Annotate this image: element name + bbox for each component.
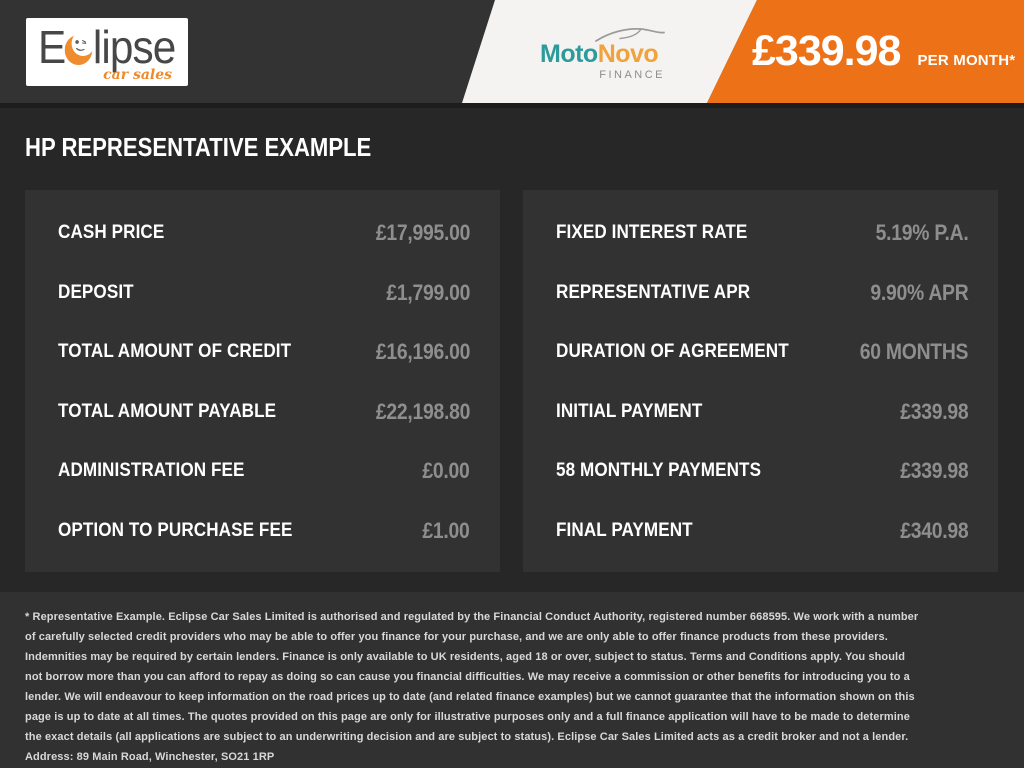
motonovo-moto-text: Moto [540,40,598,68]
row-value: 9.90% APR [869,279,968,305]
header-white-band: MotoNovo FINANCE [462,0,757,103]
motonovo-finance-text: FINANCE [599,69,665,81]
eclipse-word-end: lipse [92,21,176,73]
crescent-moon-face-icon [64,31,94,65]
finance-row-duration: DURATION OF AGREEMENT 60 MONTHS [556,335,968,369]
row-value: £22,198.80 [375,398,471,424]
finance-row-cash-price: CASH PRICE £17,995.00 [58,216,470,250]
row-label: TOTAL AMOUNT PAYABLE [58,400,277,422]
row-value: £1,799.00 [386,279,470,305]
header-divider [0,103,1024,108]
finance-row-final-payment: FINAL PAYMENT £340.98 [556,514,968,548]
footer-section: * Representative Example. Eclipse Car Sa… [0,592,1024,768]
finance-row-fixed-interest-rate: FIXED INTEREST RATE 5.19% P.A. [556,216,968,250]
legal-disclaimer-text: * Representative Example. Eclipse Car Sa… [25,611,919,763]
row-label: OPTION TO PURCHASE FEE [58,519,293,541]
row-label: ADMINISTRATION FEE [58,460,245,482]
finance-row-total-payable: TOTAL AMOUNT PAYABLE £22,198.80 [58,395,470,429]
eclipse-dealer-logo: E lipse car sales [26,18,188,86]
row-value: £17,995.00 [375,220,471,245]
row-label: TOTAL AMOUNT OF CREDIT [58,341,292,363]
motonovo-finance-logo: MotoNovo FINANCE [540,26,666,81]
price-amount: £339.98 [752,27,901,75]
finance-row-deposit: DEPOSIT £1,799.00 [58,276,470,310]
finance-panel-left: CASH PRICE £17,995.00 DEPOSIT £1,799.00 … [25,190,500,572]
finance-panel-right: FIXED INTEREST RATE 5.19% P.A. REPRESENT… [523,190,998,572]
row-value: 60 MONTHS [859,339,969,365]
row-label: FINAL PAYMENT [556,519,693,541]
eclipse-tagline: car sales [103,67,172,83]
row-value: 5.19% P.A. [875,220,968,245]
eclipse-word-start: E [38,21,66,73]
page-title: HP REPRESENTATIVE EXAMPLE [25,132,372,162]
price-period: PER MONTH* [917,52,1016,69]
row-label: FIXED INTEREST RATE [556,222,748,243]
motonovo-wordmark: MotoNovo [540,42,666,67]
header-bar: MotoNovo FINANCE £339.98 PER MONTH* E li… [0,0,1024,103]
row-value: £339.98 [899,458,968,484]
motonovo-novo-text: Novo [597,40,659,68]
monthly-price: £339.98 PER MONTH* [752,0,1015,103]
row-label: DEPOSIT [58,281,134,303]
row-value: £1.00 [422,517,470,543]
row-value: £339.98 [899,398,968,424]
row-value: £0.00 [422,458,470,484]
row-label: 58 MONTHLY PAYMENTS [556,460,762,482]
row-value: £340.98 [899,517,968,543]
finance-row-option-to-purchase-fee: OPTION TO PURCHASE FEE £1.00 [58,514,470,548]
row-label: CASH PRICE [58,222,165,243]
finance-row-total-credit: TOTAL AMOUNT OF CREDIT £16,196.00 [58,335,470,369]
finance-row-representative-apr: REPRESENTATIVE APR 9.90% APR [556,276,968,310]
car-swoosh-icon [595,28,665,42]
eclipse-wordmark: E lipse [38,20,176,74]
row-label: REPRESENTATIVE APR [556,281,751,303]
row-label: DURATION OF AGREEMENT [556,341,789,363]
header-orange-band: £339.98 PER MONTH* [707,0,1024,103]
row-value: £16,196.00 [375,339,471,365]
finance-row-admin-fee: ADMINISTRATION FEE £0.00 [58,454,470,488]
finance-row-monthly-payments: 58 MONTHLY PAYMENTS £339.98 [556,454,968,488]
row-label: INITIAL PAYMENT [556,400,703,422]
finance-row-initial-payment: INITIAL PAYMENT £339.98 [556,395,968,429]
